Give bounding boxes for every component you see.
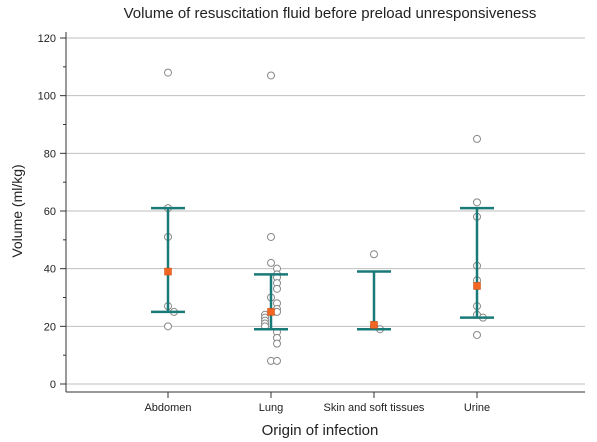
data-point: [273, 339, 281, 348]
y-tick-label: 80: [44, 148, 56, 160]
data-point: [267, 232, 275, 241]
y-tick-label: 100: [38, 91, 56, 103]
mean-marker: [370, 321, 378, 329]
data-point: [473, 134, 481, 143]
mean-marker: [164, 267, 172, 276]
mean-marker: [267, 308, 275, 316]
data-point: [273, 356, 281, 365]
y-tick-label: 60: [44, 206, 56, 218]
x-axis-label: Origin of infection: [262, 422, 379, 439]
data-point: [267, 71, 275, 80]
axes: 0 20 40 60 80 100 120 Abdomen Lung Skin and soft …: [38, 32, 585, 414]
chart-title: Volume of resuscitation fluid before pre…: [124, 5, 537, 22]
x-tick-label: Skin and soft tissues: [324, 402, 425, 414]
data-point: [273, 284, 281, 293]
y-tick-label: 120: [38, 33, 56, 45]
data-point: [473, 330, 481, 339]
x-tick-label: Lung: [259, 402, 283, 414]
data-points: [164, 68, 487, 365]
grid-lines: [66, 37, 585, 385]
data-point: [473, 198, 481, 207]
data-point: [267, 258, 275, 267]
x-tick-label: Urine: [464, 402, 490, 414]
y-tick-label: 40: [44, 264, 56, 276]
data-point: [370, 250, 378, 259]
y-tick-label: 20: [44, 321, 56, 333]
x-tick-label: Abdomen: [144, 402, 191, 414]
summary-bars: [151, 206, 494, 331]
data-point: [164, 322, 172, 331]
data-point: [164, 68, 172, 77]
mean-marker: [473, 282, 481, 290]
y-tick-label: 0: [50, 379, 56, 391]
y-axis-label: Volume (ml/kg): [9, 164, 25, 257]
